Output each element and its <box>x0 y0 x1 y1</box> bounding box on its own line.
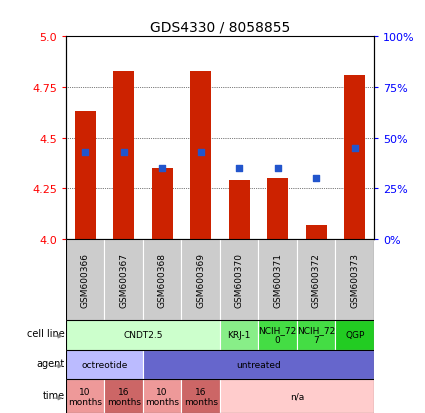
Text: 10
months: 10 months <box>145 387 179 406</box>
Point <box>236 166 243 172</box>
Bar <box>297 240 335 320</box>
Bar <box>190 71 211 240</box>
Bar <box>105 240 143 320</box>
Text: NCIH_72
0: NCIH_72 0 <box>258 325 297 344</box>
Text: NCIH_72
7: NCIH_72 7 <box>297 325 335 344</box>
Text: n/a: n/a <box>290 392 304 401</box>
Text: GSM600368: GSM600368 <box>158 252 167 307</box>
Title: GDS4330 / 8058855: GDS4330 / 8058855 <box>150 21 290 35</box>
Bar <box>66 350 143 380</box>
Bar <box>306 225 327 240</box>
Bar <box>258 240 297 320</box>
Bar <box>267 179 288 240</box>
Bar <box>297 320 335 350</box>
Bar <box>66 240 105 320</box>
Text: GSM600373: GSM600373 <box>350 252 359 307</box>
Point <box>313 176 320 182</box>
Point <box>159 166 166 172</box>
Bar <box>344 76 366 240</box>
Bar <box>66 320 220 350</box>
Point <box>351 145 358 152</box>
Text: GSM600371: GSM600371 <box>273 252 282 307</box>
Point <box>120 149 127 156</box>
Text: GSM600369: GSM600369 <box>196 252 205 307</box>
Text: time: time <box>43 390 65 400</box>
Text: cell line: cell line <box>27 328 65 338</box>
Bar <box>113 71 134 240</box>
Bar <box>220 320 258 350</box>
Text: GSM600366: GSM600366 <box>81 252 90 307</box>
Bar <box>220 240 258 320</box>
Text: agent: agent <box>37 358 65 368</box>
Text: KRJ-1: KRJ-1 <box>227 330 251 339</box>
Bar <box>105 380 143 413</box>
Text: GSM600370: GSM600370 <box>235 252 244 307</box>
Bar <box>181 380 220 413</box>
Text: 10
months: 10 months <box>68 387 102 406</box>
Text: 16
months: 16 months <box>184 387 218 406</box>
Bar <box>152 169 173 240</box>
Point <box>274 166 281 172</box>
Text: GSM600367: GSM600367 <box>119 252 128 307</box>
Bar <box>66 380 105 413</box>
Bar <box>181 240 220 320</box>
Bar <box>143 380 181 413</box>
Text: 16
months: 16 months <box>107 387 141 406</box>
Point <box>197 149 204 156</box>
Point <box>82 149 88 156</box>
Text: CNDT2.5: CNDT2.5 <box>123 330 163 339</box>
Bar <box>335 240 374 320</box>
Bar <box>229 181 250 240</box>
Bar <box>220 380 374 413</box>
Bar <box>143 240 181 320</box>
Bar <box>143 350 374 380</box>
Bar <box>74 112 96 240</box>
Text: untreated: untreated <box>236 360 281 369</box>
Bar <box>335 320 374 350</box>
Bar <box>258 320 297 350</box>
Text: octreotide: octreotide <box>81 360 128 369</box>
Text: QGP: QGP <box>345 330 364 339</box>
Text: GSM600372: GSM600372 <box>312 252 321 307</box>
